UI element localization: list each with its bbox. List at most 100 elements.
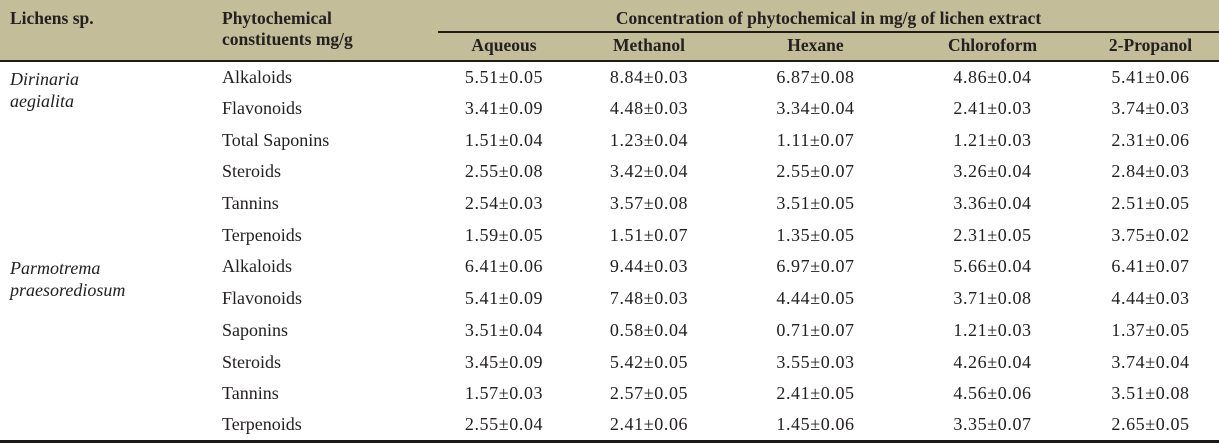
value-cell: 1.51±0.07 [609,224,689,245]
value-cell: 6.87±0.08 [776,66,855,87]
table-row: Parmotrema praesorediosum Alkaloids 6.41… [0,251,1219,300]
species-name-line2: praesorediosum [10,280,126,301]
column-header-hexane: Hexane [728,32,903,62]
species-cell-parmotrema-praesorediosum: Parmotrema praesorediosum [0,251,212,441]
value-cell: 4.56±0.06 [953,383,1032,404]
value-cell: 4.48±0.03 [609,98,689,119]
constituent-cell: Alkaloids [222,66,292,87]
species-name-line1: Parmotrema [10,258,101,279]
column-header-concentration-span: Concentration of phytochemical in mg/g o… [438,0,1219,33]
value-cell: 3.75±0.02 [1111,224,1190,245]
table-row: Tannins 1.57±0.03 2.57±0.05 2.41±0.05 4.… [0,378,1219,410]
value-cell: 6.97±0.07 [776,256,855,277]
value-cell: 3.74±0.03 [1111,98,1190,119]
table-row: Flavonoids 5.41±0.09 7.48±0.03 4.44±0.05… [0,283,1219,315]
value-cell: 7.48±0.03 [609,288,689,309]
value-cell: 1.45±0.06 [776,414,855,435]
value-cell: 3.26±0.04 [953,161,1032,182]
value-cell: 2.41±0.06 [609,414,689,435]
value-cell: 4.26±0.04 [953,351,1032,372]
table-row: Terpenoids 1.59±0.05 1.51±0.07 1.35±0.05… [0,219,1219,251]
value-cell: 5.51±0.05 [464,66,544,87]
value-cell: 2.55±0.04 [464,414,544,435]
value-cell: 5.66±0.04 [953,256,1032,277]
value-cell: 2.31±0.05 [953,224,1032,245]
value-cell: 1.11±0.07 [776,129,855,150]
species-cell-dirinaria-aegialita: Dirinaria aegialita [0,61,212,251]
value-cell: 2.51±0.05 [1111,193,1190,214]
constituent-cell: Flavonoids [222,98,303,119]
constituent-cell: Steroids [222,351,282,372]
value-cell: 5.41±0.06 [1111,66,1190,87]
value-cell: 4.44±0.03 [1111,288,1190,309]
column-header-2-propanol: 2-Propanol [1082,32,1219,62]
value-cell: 0.71±0.07 [776,319,855,340]
value-cell: 2.54±0.03 [464,193,544,214]
value-cell: 2.55±0.08 [464,161,544,182]
table-row: Steroids 3.45±0.09 5.42±0.05 3.55±0.03 4… [0,346,1219,378]
value-cell: 5.41±0.09 [464,288,544,309]
column-header-aqueous: Aqueous [438,32,570,62]
constituent-cell: Steroids [222,161,282,182]
value-cell: 2.84±0.03 [1111,161,1190,182]
value-cell: 1.57±0.03 [464,383,544,404]
value-cell: 3.42±0.04 [609,161,689,182]
value-cell: 6.41±0.06 [464,256,544,277]
value-cell: 3.74±0.04 [1111,351,1190,372]
value-cell: 3.41±0.09 [464,98,544,119]
table-row: Steroids 2.55±0.08 3.42±0.04 2.55±0.07 3… [0,156,1219,188]
value-cell: 6.41±0.07 [1111,256,1190,277]
value-cell: 1.23±0.04 [609,129,689,150]
table-row: Terpenoids 2.55±0.04 2.41±0.06 1.45±0.06… [0,410,1219,442]
value-cell: 2.57±0.05 [609,383,689,404]
constituent-cell: Terpenoids [222,414,302,435]
table-body: Dirinaria aegialita Alkaloids 5.51±0.05 … [0,61,1219,441]
value-cell: 3.51±0.08 [1111,383,1190,404]
value-cell: 1.35±0.05 [776,224,855,245]
value-cell: 5.42±0.05 [609,351,689,372]
value-cell: 0.58±0.04 [609,319,689,340]
column-header-lichens-label: Lichens sp. [10,8,94,28]
constituent-cell: Tannins [222,193,279,214]
value-cell: 3.51±0.04 [464,319,544,340]
value-cell: 3.57±0.08 [609,193,689,214]
value-cell: 3.51±0.05 [776,193,855,214]
value-cell: 3.35±0.07 [953,414,1032,435]
table-row: Flavonoids 3.41±0.09 4.48±0.03 3.34±0.04… [0,93,1219,125]
value-cell: 2.65±0.05 [1111,414,1190,435]
value-cell: 3.55±0.03 [776,351,855,372]
table-row: Dirinaria aegialita Alkaloids 5.51±0.05 … [0,61,1219,111]
column-header-methanol: Methanol [570,32,728,62]
table-header: Lichens sp. Phytochemical constituents m… [0,0,1219,62]
column-header-lichens-sp: Lichens sp. [0,0,212,62]
constituent-cell: Saponins [222,319,289,340]
value-cell: 2.41±0.05 [776,383,855,404]
value-cell: 1.59±0.05 [464,224,544,245]
constituents-header-line2: constituents mg/g [222,29,353,49]
value-cell: 2.55±0.07 [776,161,855,182]
value-cell: 3.34±0.04 [776,98,855,119]
species-name-line2: aegialita [10,91,74,111]
table-row: Saponins 3.51±0.04 0.58±0.04 0.71±0.07 1… [0,315,1219,347]
table-row: Tannins 2.54±0.03 3.57±0.08 3.51±0.05 3.… [0,188,1219,220]
value-cell: 1.21±0.03 [953,129,1032,150]
value-cell: 2.31±0.06 [1111,129,1190,150]
constituent-cell: Tannins [222,383,279,404]
value-cell: 8.84±0.03 [609,66,689,87]
value-cell: 2.41±0.03 [953,98,1032,119]
value-cell: 3.71±0.08 [953,288,1032,309]
constituents-header-line1: Phytochemical [222,8,332,28]
constituent-cell: Alkaloids [222,256,292,277]
value-cell: 1.37±0.05 [1111,319,1190,340]
value-cell: 4.44±0.05 [776,288,855,309]
value-cell: 1.21±0.03 [953,319,1032,340]
value-cell: 3.36±0.04 [953,193,1032,214]
value-cell: 3.45±0.09 [464,351,544,372]
column-header-chloroform: Chloroform [903,32,1082,62]
value-cell: 1.51±0.04 [464,129,544,150]
table-row: Total Saponins 1.51±0.04 1.23±0.04 1.11±… [0,124,1219,156]
species-name-line1: Dirinaria [10,69,80,89]
value-cell: 4.86±0.04 [953,66,1032,87]
